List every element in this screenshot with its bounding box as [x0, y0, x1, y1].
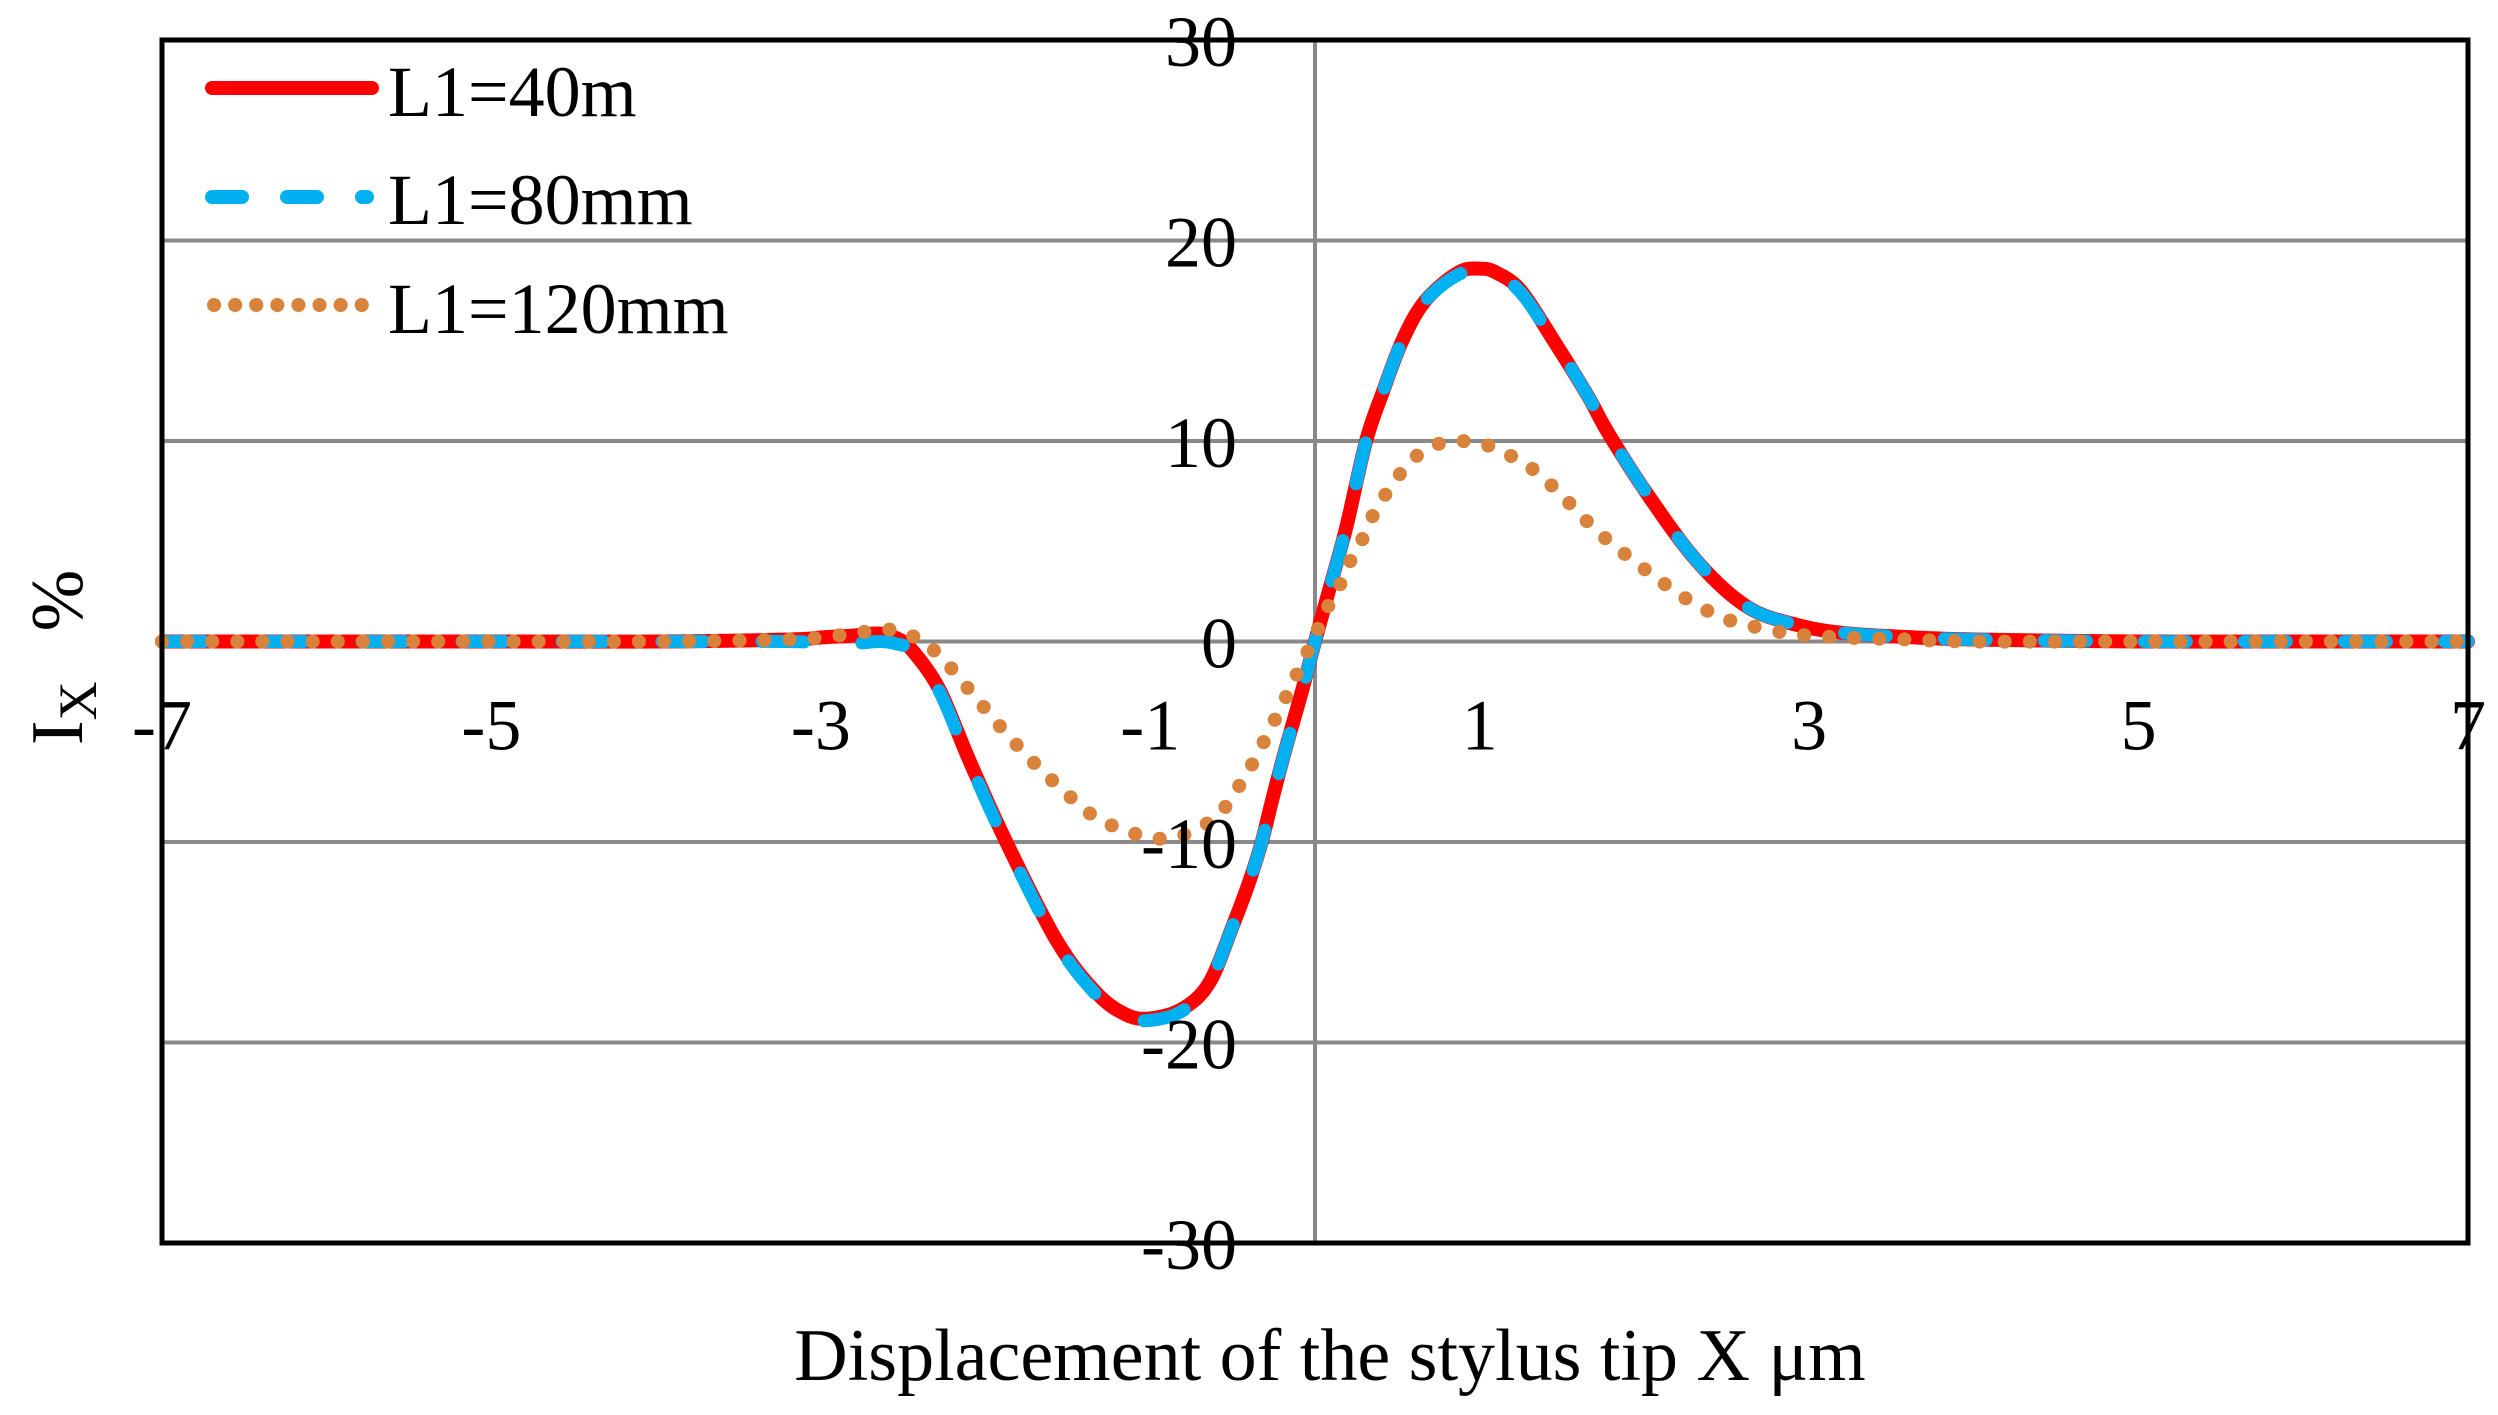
legend: L1=40m L1=80mm L1=120mm [205, 52, 729, 349]
x-tick-label: 5 [2121, 686, 2157, 766]
x-tick-label: -7 [132, 686, 192, 766]
y-axis-title-unit: % [17, 570, 99, 632]
series-line-dotted [155, 433, 2475, 846]
y-axis-title: IX% [17, 570, 108, 745]
legend-label: L1=40m [388, 52, 637, 132]
x-tick-label: -3 [791, 686, 851, 766]
x-tick-label: 1 [1462, 686, 1498, 766]
y-axis-ticks: -30 -20 -10 0 10 20 30 [1141, 2, 1237, 1285]
y-tick-label: 10 [1165, 403, 1237, 483]
y-tick-label: -20 [1141, 1005, 1237, 1085]
y-tick-label: -10 [1141, 804, 1237, 884]
y-tick-label: 0 [1201, 604, 1237, 684]
plot-border [159, 37, 2471, 1246]
series-line-dashed [155, 265, 2475, 1028]
x-tick-label: -1 [1120, 686, 1180, 766]
y-tick-label: 30 [1165, 2, 1237, 82]
legend-label: L1=80mm [388, 160, 693, 240]
legend-item-l1-80mm: L1=80mm [205, 160, 693, 240]
x-axis-ticks: -7 -5 -3 -1 1 3 5 7 [132, 686, 2486, 766]
y-tick-label: -30 [1141, 1205, 1237, 1285]
y-axis-title-main: I [17, 720, 99, 745]
legend-label: L1=120mm [388, 269, 729, 349]
x-tick-label: 3 [1791, 686, 1827, 766]
legend-item-l1-40m: L1=40m [205, 52, 637, 132]
x-tick-label: -5 [461, 686, 521, 766]
legend-item-l1-120mm: L1=120mm [207, 269, 729, 349]
y-axis-title-subscript: X [48, 681, 108, 720]
x-axis-title: Displacement of the stylus tip X μm [794, 1315, 1865, 1397]
x-tick-label: 7 [2450, 686, 2486, 766]
data-series [155, 261, 2475, 1028]
y-tick-label: 20 [1165, 203, 1237, 283]
